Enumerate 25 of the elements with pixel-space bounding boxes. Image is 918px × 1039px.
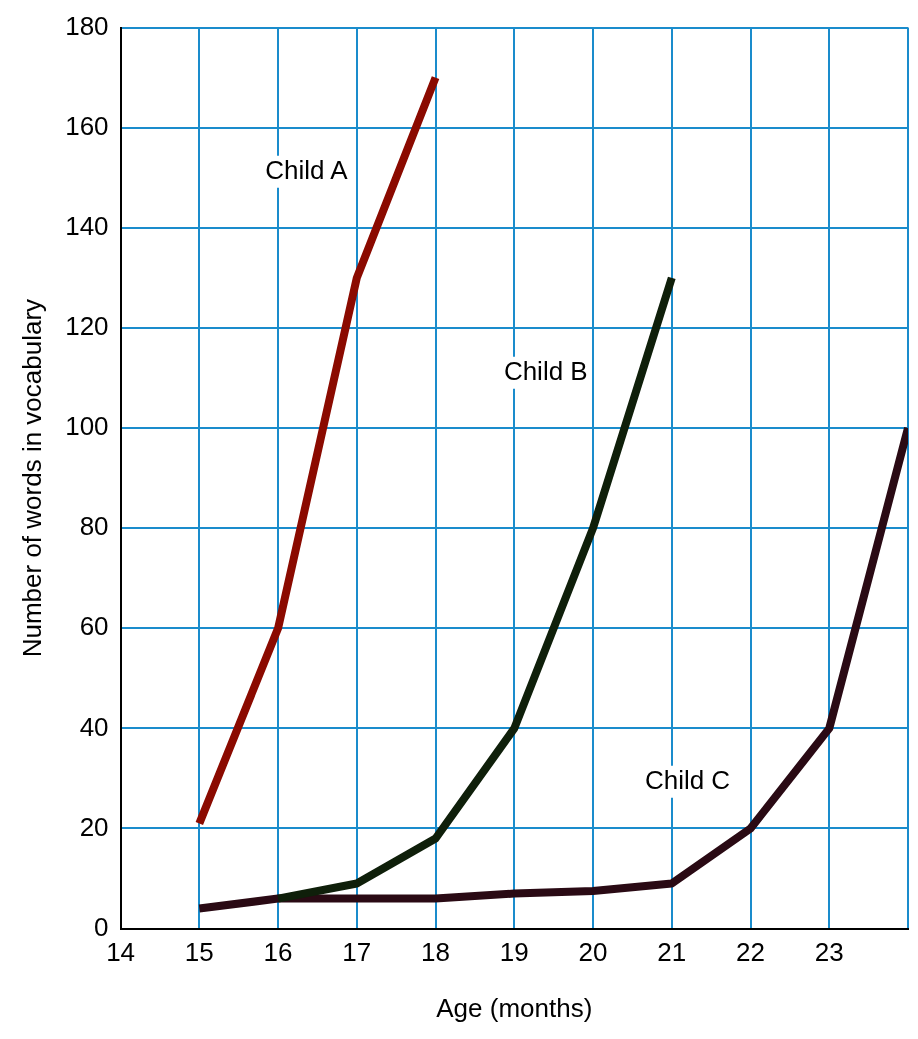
y-tick-label: 120 [65,311,109,342]
y-tick-label: 140 [65,210,109,241]
y-tick-label: 60 [79,611,109,642]
x-tick-label: 19 [499,937,529,968]
y-tick-label: 20 [79,811,109,842]
y-tick-label: 0 [94,911,109,942]
y-tick-label: 40 [79,711,109,742]
series-label: Child A [265,154,349,185]
series-label: Child B [503,355,588,386]
y-tick-label: 180 [65,10,109,41]
series-label: Child C [644,764,731,795]
x-tick-label: 14 [106,937,136,968]
x-tick-label: 21 [657,937,687,968]
x-axis-title: Age (months) [436,992,593,1023]
x-tick-label: 20 [578,937,608,968]
y-tick-label: 100 [65,411,109,442]
x-tick-label: 16 [263,937,293,968]
x-tick-label: 17 [342,937,372,968]
x-tick-label: 18 [421,937,451,968]
x-tick-label: 23 [814,937,844,968]
x-tick-label: 15 [184,937,214,968]
x-tick-label: 22 [736,937,765,968]
y-axis-title: Number of words in vocabulary [16,298,47,658]
y-tick-label: 80 [79,511,109,542]
y-tick-label: 160 [65,110,109,141]
